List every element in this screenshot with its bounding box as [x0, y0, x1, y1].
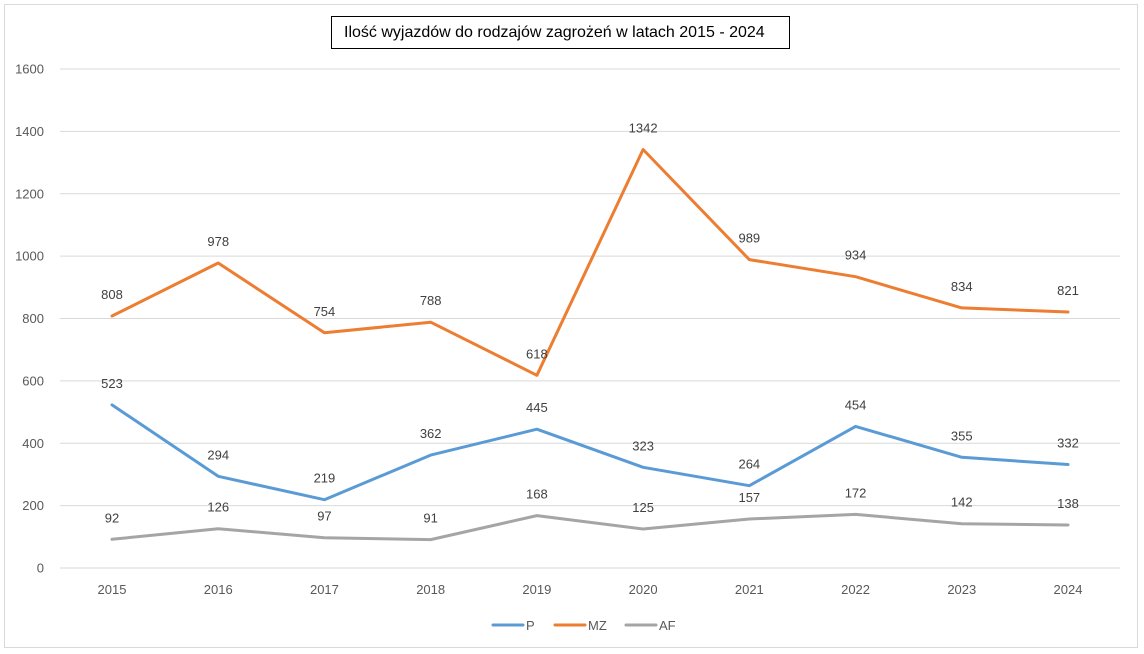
data-label-mz: 821 — [1057, 283, 1079, 298]
data-label-af: 91 — [423, 511, 437, 526]
x-tick-label: 2019 — [522, 582, 551, 597]
data-label-mz: 989 — [738, 231, 760, 246]
x-tick-label: 2024 — [1054, 582, 1083, 597]
data-label-p: 264 — [738, 457, 760, 472]
data-label-p: 294 — [207, 447, 229, 462]
y-axis-ticks: 0 200 400 600 800 1000 1200 1400 1600 — [15, 62, 44, 576]
x-tick-label: 2017 — [310, 582, 339, 597]
legend-label-mz: MZ — [588, 618, 607, 633]
data-label-af: 172 — [845, 485, 867, 500]
data-label-af: 97 — [317, 509, 331, 524]
series-lines — [110, 148, 1070, 542]
data-label-af: 168 — [526, 487, 548, 502]
x-tick-label: 2015 — [98, 582, 127, 597]
x-tick-label: 2016 — [204, 582, 233, 597]
data-label-mz: 808 — [101, 287, 123, 302]
series-line-af — [110, 512, 1070, 542]
legend: P MZ AF — [491, 618, 676, 633]
series-line-mz — [110, 148, 1070, 377]
data-label-af: 125 — [632, 500, 654, 515]
data-label-p: 355 — [951, 428, 973, 443]
data-label-mz: 618 — [526, 346, 548, 361]
x-tick-label: 2018 — [416, 582, 445, 597]
data-label-p: 323 — [632, 438, 654, 453]
x-tick-label: 2022 — [841, 582, 870, 597]
data-label-p: 454 — [845, 397, 867, 412]
data-label-p: 332 — [1057, 435, 1079, 450]
y-tick-label: 800 — [22, 311, 44, 326]
chart-title: Ilość wyjazdów do rodzajów zagrożeń w la… — [331, 16, 790, 49]
gridlines — [60, 68, 1120, 569]
y-tick-label: 1000 — [15, 249, 44, 264]
x-axis-ticks: 2015 2016 2017 2018 2019 2020 2021 2022 2023 2024 — [98, 582, 1083, 597]
data-label-af: 157 — [738, 490, 760, 505]
legend-label-af: AF — [659, 618, 676, 633]
data-label-mz: 788 — [420, 293, 442, 308]
y-tick-label: 600 — [22, 373, 44, 388]
x-tick-label: 2021 — [735, 582, 764, 597]
data-label-mz: 978 — [207, 234, 229, 249]
legend-label-p: P — [526, 618, 535, 633]
data-label-af: 92 — [105, 510, 119, 525]
data-label-mz: 1342 — [629, 120, 658, 135]
data-label-af: 138 — [1057, 496, 1079, 511]
y-tick-label: 1200 — [15, 186, 44, 201]
data-label-p: 445 — [526, 400, 548, 415]
data-label-mz: 934 — [845, 248, 867, 263]
y-tick-label: 200 — [22, 498, 44, 513]
x-tick-label: 2020 — [629, 582, 658, 597]
y-tick-label: 400 — [22, 436, 44, 451]
data-label-p: 523 — [101, 376, 123, 391]
y-tick-label: 1600 — [15, 62, 44, 77]
chart-frame — [4, 4, 1138, 648]
data-label-af: 126 — [207, 500, 229, 515]
data-label-p: 362 — [420, 426, 442, 441]
series-line-p — [110, 403, 1070, 502]
x-tick-label: 2023 — [947, 582, 976, 597]
data-label-p: 219 — [314, 471, 336, 486]
chart-title-text: Ilość wyjazdów do rodzajów zagrożeń w la… — [344, 23, 765, 41]
data-label-mz: 754 — [314, 304, 336, 319]
data-labels: 523 294 219 362 445 323 264 454 355 332 808 978 754 7… — [101, 120, 1079, 525]
data-label-af: 142 — [951, 495, 973, 510]
data-label-mz: 834 — [951, 279, 973, 294]
y-tick-label: 1400 — [15, 124, 44, 139]
y-tick-label: 0 — [37, 561, 44, 576]
